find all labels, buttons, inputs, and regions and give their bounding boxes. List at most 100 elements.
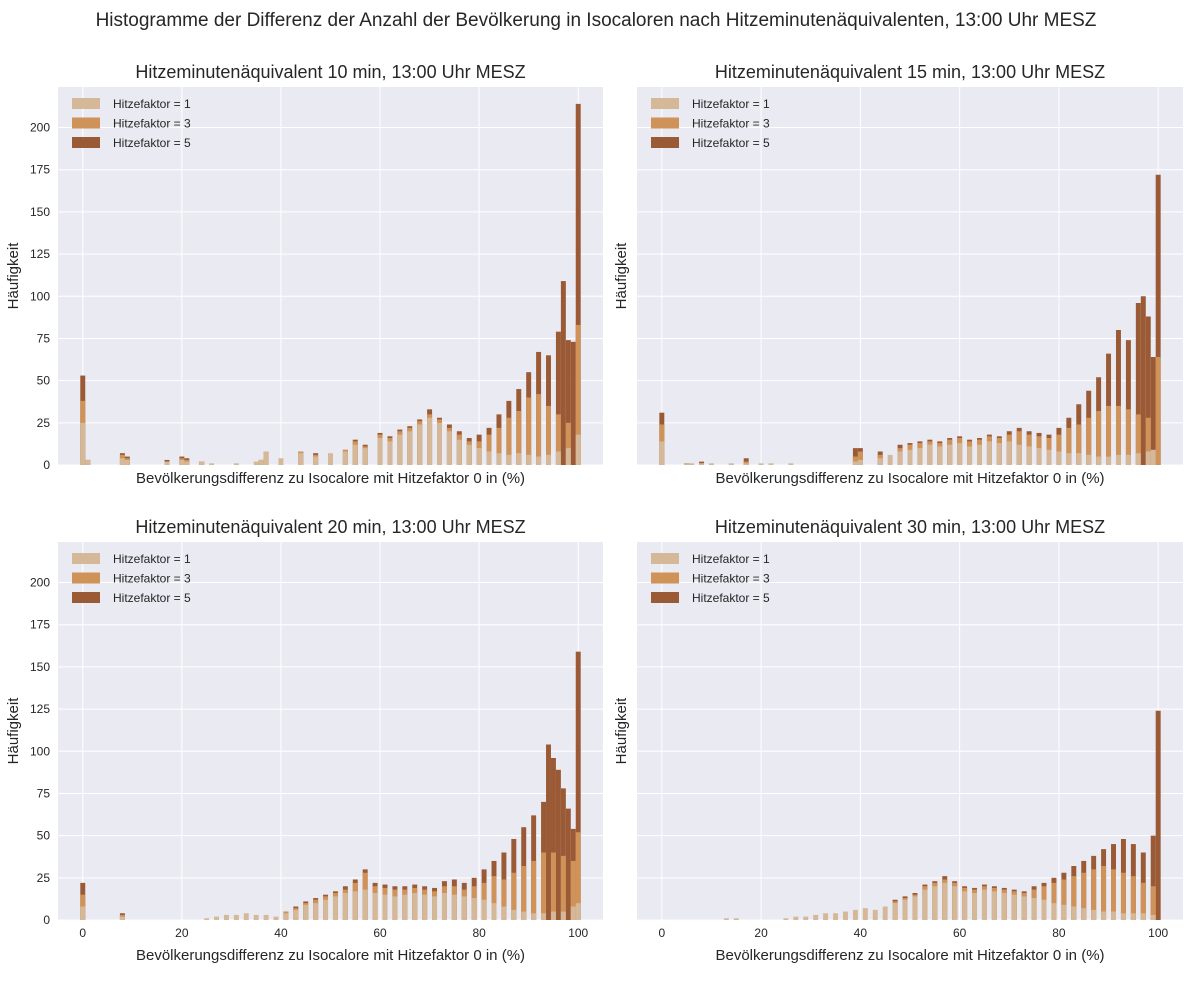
histogram-bar	[179, 459, 185, 465]
histogram-bar	[560, 911, 566, 920]
histogram-bar	[555, 451, 561, 465]
histogram-bar	[412, 893, 418, 920]
histogram-bar	[957, 443, 963, 465]
histogram-bar	[486, 434, 492, 465]
histogram-bar	[1066, 427, 1072, 465]
histogram-bar	[278, 458, 284, 465]
histogram-bar	[1011, 894, 1017, 920]
histogram-bar	[501, 879, 507, 920]
histogram-bar	[833, 913, 839, 920]
x-axis-label: Bevölkerungsdifferenz zu Isocalore mit H…	[136, 470, 525, 487]
histogram-bar	[977, 444, 982, 465]
y-axis-label: Häufigkeit	[5, 697, 22, 765]
histogram-bar	[902, 899, 908, 920]
series-hitzefaktor-1	[659, 441, 1156, 465]
histogram-bar	[392, 896, 398, 920]
histogram-bar	[1135, 303, 1141, 465]
histogram-bar	[892, 903, 898, 920]
histogram-bar	[1081, 872, 1087, 920]
histogram-bar	[382, 894, 388, 920]
plot-area	[637, 87, 1183, 465]
histogram-bar	[184, 461, 190, 465]
histogram-bar	[1071, 876, 1077, 920]
histogram-bar	[437, 422, 442, 465]
x-tick-label: 20	[175, 926, 189, 940]
y-tick-label: 75	[37, 331, 51, 345]
histogram-bar	[377, 438, 383, 465]
histogram-bar	[1001, 893, 1007, 920]
histogram-bar	[1091, 909, 1097, 920]
series-hitzefaktor-1	[80, 889, 581, 920]
legend-label: Hitzefaktor = 5	[113, 591, 191, 605]
histogram-bar	[1120, 913, 1126, 920]
histogram-bar	[877, 458, 883, 465]
x-tick-label: 0	[658, 926, 665, 940]
histogram-bar	[427, 417, 433, 465]
histogram-bar	[565, 422, 571, 465]
histogram-bar	[1061, 879, 1067, 920]
histogram-bar	[1096, 411, 1102, 465]
histogram-bar	[456, 439, 462, 465]
y-tick-label: 50	[37, 374, 51, 388]
histogram-bar	[85, 459, 91, 465]
histogram-bar	[922, 889, 928, 920]
histogram-bar	[1150, 914, 1156, 920]
histogram-bar	[119, 458, 125, 465]
legend-label: Hitzefaktor = 5	[113, 136, 191, 150]
histogram-bar	[565, 808, 571, 920]
histogram-bar	[387, 441, 393, 465]
histogram-bar	[526, 397, 532, 465]
histogram-bar	[407, 431, 413, 465]
y-tick-label: 25	[37, 871, 51, 885]
histogram-bar	[536, 456, 542, 465]
histogram-bar	[243, 913, 249, 920]
y-axis-label: Häufigkeit	[5, 242, 22, 310]
histogram-bar	[986, 441, 992, 465]
histogram-bar	[1051, 903, 1057, 920]
panel-title: Hitzeminutenäquivalent 30 min, 13:00 Uhr…	[715, 517, 1105, 537]
histogram-bar	[1106, 405, 1112, 465]
y-tick-label: 125	[30, 702, 50, 716]
histogram-bar	[313, 456, 319, 465]
histogram-bar	[541, 852, 547, 920]
histogram-bar	[575, 434, 581, 465]
histogram-bar	[659, 441, 665, 465]
histogram-bar	[1150, 449, 1156, 465]
legend-swatch	[72, 98, 100, 109]
histogram-bar	[1081, 908, 1087, 920]
histogram-bar	[862, 908, 868, 920]
histogram-bar	[803, 916, 809, 920]
histogram-bar	[1101, 911, 1107, 920]
histogram-bar	[1056, 434, 1062, 465]
histogram-bar	[516, 453, 522, 465]
histogram-bar	[1096, 456, 1102, 465]
histogram-bar	[362, 889, 368, 920]
histogram-bar	[511, 909, 517, 920]
legend-label: Hitzefaktor = 3	[692, 117, 770, 131]
histogram-bar	[481, 899, 487, 920]
histogram-bar	[1046, 449, 1052, 465]
histogram-bar	[813, 914, 819, 920]
histogram-bar	[1155, 357, 1161, 465]
plot-area	[58, 87, 603, 465]
x-axis-label: Bevölkerungsdifferenz zu Isocalore mit H…	[715, 470, 1104, 487]
figure-title: Histogramme der Differenz der Anzahl der…	[96, 10, 1097, 31]
histogram-bar	[496, 427, 502, 465]
legend-label: Hitzefaktor = 3	[113, 572, 191, 586]
histogram-bar	[947, 444, 953, 465]
histogram-bar	[352, 891, 358, 920]
histogram-bar	[575, 103, 581, 465]
histogram-bar	[1056, 451, 1062, 465]
histogram-bar	[758, 463, 764, 465]
histogram-bar	[555, 331, 561, 465]
legend-swatch	[72, 137, 100, 148]
series-hitzefaktor-1	[723, 882, 1156, 920]
histogram-bar	[546, 744, 551, 920]
histogram-bar	[684, 463, 690, 465]
histogram-bar	[1155, 710, 1161, 920]
histogram-bar	[1086, 417, 1092, 465]
histogram-bar	[1125, 340, 1131, 465]
histogram-bar	[967, 446, 973, 465]
histogram-bar	[263, 451, 269, 465]
histogram-bar	[981, 889, 987, 920]
